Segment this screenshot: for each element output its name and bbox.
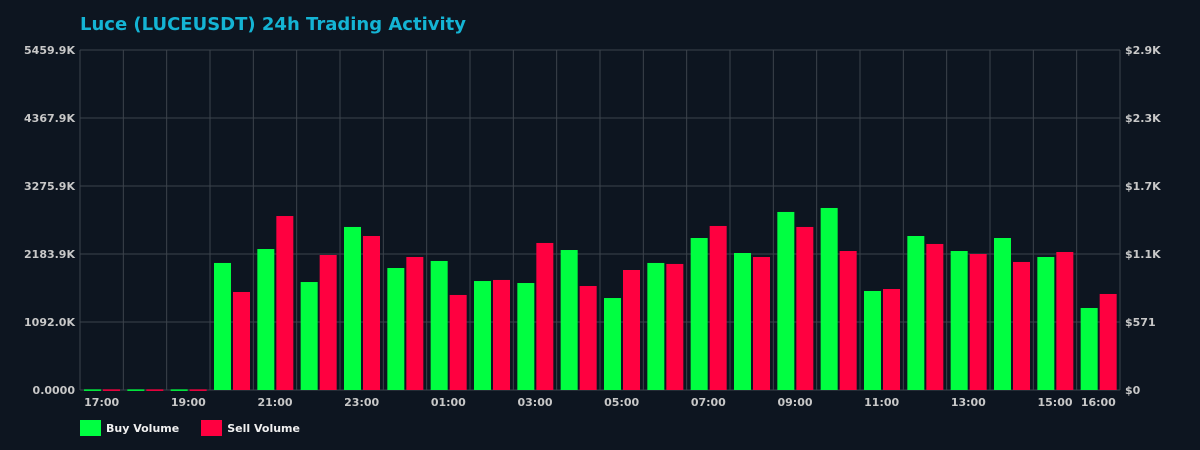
- buy-bar: [734, 253, 751, 390]
- buy-bar: [430, 260, 448, 390]
- sell-bar: [276, 216, 294, 390]
- buy-bar: [950, 251, 968, 390]
- buy-bar: [344, 226, 361, 390]
- y-tick-label: 3275.9K: [24, 180, 75, 193]
- x-tick-label: 17:00: [84, 396, 119, 409]
- y-tick-label: 5459.9K: [24, 44, 75, 57]
- sell-bar: [753, 256, 770, 390]
- buy-bar: [257, 249, 275, 390]
- sell-bar: [233, 291, 250, 390]
- x-tick-label: 21:00: [257, 396, 292, 409]
- buy-bar: [647, 262, 665, 390]
- sell-bar: [493, 279, 510, 390]
- sell-bar: [146, 389, 164, 391]
- y2-tick-label: $2.9K: [1125, 44, 1161, 57]
- x-tick-label: 13:00: [951, 396, 986, 409]
- buy-bar: [604, 298, 621, 390]
- buy-bar: [1080, 307, 1098, 390]
- x-tick-label: 09:00: [777, 396, 812, 409]
- sell-bar: [839, 251, 857, 390]
- x-tick-label: 16:00: [1081, 396, 1116, 409]
- x-tick-label: 11:00: [864, 396, 899, 409]
- buy-bar: [560, 250, 578, 390]
- sell-bar: [666, 263, 684, 390]
- x-tick-label: 05:00: [604, 396, 639, 409]
- sell-bar: [319, 254, 337, 390]
- legend-item-sell: Sell Volume: [201, 420, 300, 436]
- sell-bar: [189, 389, 207, 391]
- legend-item-buy: Buy Volume: [80, 420, 179, 436]
- buy-bar: [387, 268, 405, 390]
- x-tick-label: 23:00: [344, 396, 379, 409]
- sell-bar: [449, 294, 467, 390]
- sell-swatch: [201, 420, 223, 436]
- buy-bar: [214, 262, 231, 390]
- y2-tick-label: $0: [1125, 384, 1141, 397]
- sell-bar: [883, 288, 900, 390]
- x-tick-label: 03:00: [517, 396, 552, 409]
- y2-tick-label: $571: [1125, 316, 1156, 329]
- x-tick-label: 15:00: [1037, 396, 1072, 409]
- y-tick-label: 4367.9K: [24, 112, 75, 125]
- y2-tick-label: $1.1K: [1125, 248, 1161, 261]
- buy-bar: [84, 389, 101, 391]
- buy-bar: [170, 389, 188, 391]
- x-tick-label: 19:00: [171, 396, 206, 409]
- x-tick-label: 07:00: [691, 396, 726, 409]
- buy-bar: [820, 207, 838, 390]
- sell-bar: [579, 286, 597, 390]
- sell-bar: [796, 226, 814, 390]
- sell-bar: [536, 242, 554, 390]
- y-tick-label: 0.0000: [33, 384, 76, 397]
- chart-title: Luce (LUCEUSDT) 24h Trading Activity: [80, 14, 466, 35]
- buy-swatch: [80, 420, 101, 436]
- sell-bar: [926, 243, 944, 390]
- buy-bar: [1037, 256, 1055, 390]
- legend: Buy Volume Sell Volume: [80, 420, 300, 436]
- buy-bar: [907, 236, 925, 390]
- buy-bar: [517, 283, 535, 390]
- legend-label-sell: Sell Volume: [227, 421, 300, 435]
- sell-bar: [406, 256, 424, 390]
- legend-label-buy: Buy Volume: [106, 421, 180, 435]
- buy-bar: [690, 237, 708, 390]
- buy-bar: [300, 282, 318, 390]
- buy-bar: [127, 389, 145, 391]
- sell-bar: [1056, 252, 1074, 390]
- buy-bar: [777, 211, 795, 390]
- buy-bar: [474, 281, 491, 390]
- sell-bar: [363, 236, 380, 390]
- y2-tick-label: $1.7K: [1125, 180, 1161, 193]
- y2-tick-label: $2.3K: [1125, 112, 1161, 125]
- sell-bar: [1099, 293, 1117, 390]
- sell-bar: [103, 389, 120, 391]
- sell-bar: [969, 253, 987, 390]
- y-tick-label: 1092.0K: [24, 316, 75, 329]
- buy-bar: [864, 290, 881, 390]
- x-tick-label: 01:00: [431, 396, 466, 409]
- sell-bar: [1013, 261, 1030, 390]
- y-tick-label: 2183.9K: [24, 248, 75, 261]
- sell-bar: [623, 270, 640, 390]
- buy-bar: [994, 237, 1011, 390]
- sell-bar: [709, 225, 727, 390]
